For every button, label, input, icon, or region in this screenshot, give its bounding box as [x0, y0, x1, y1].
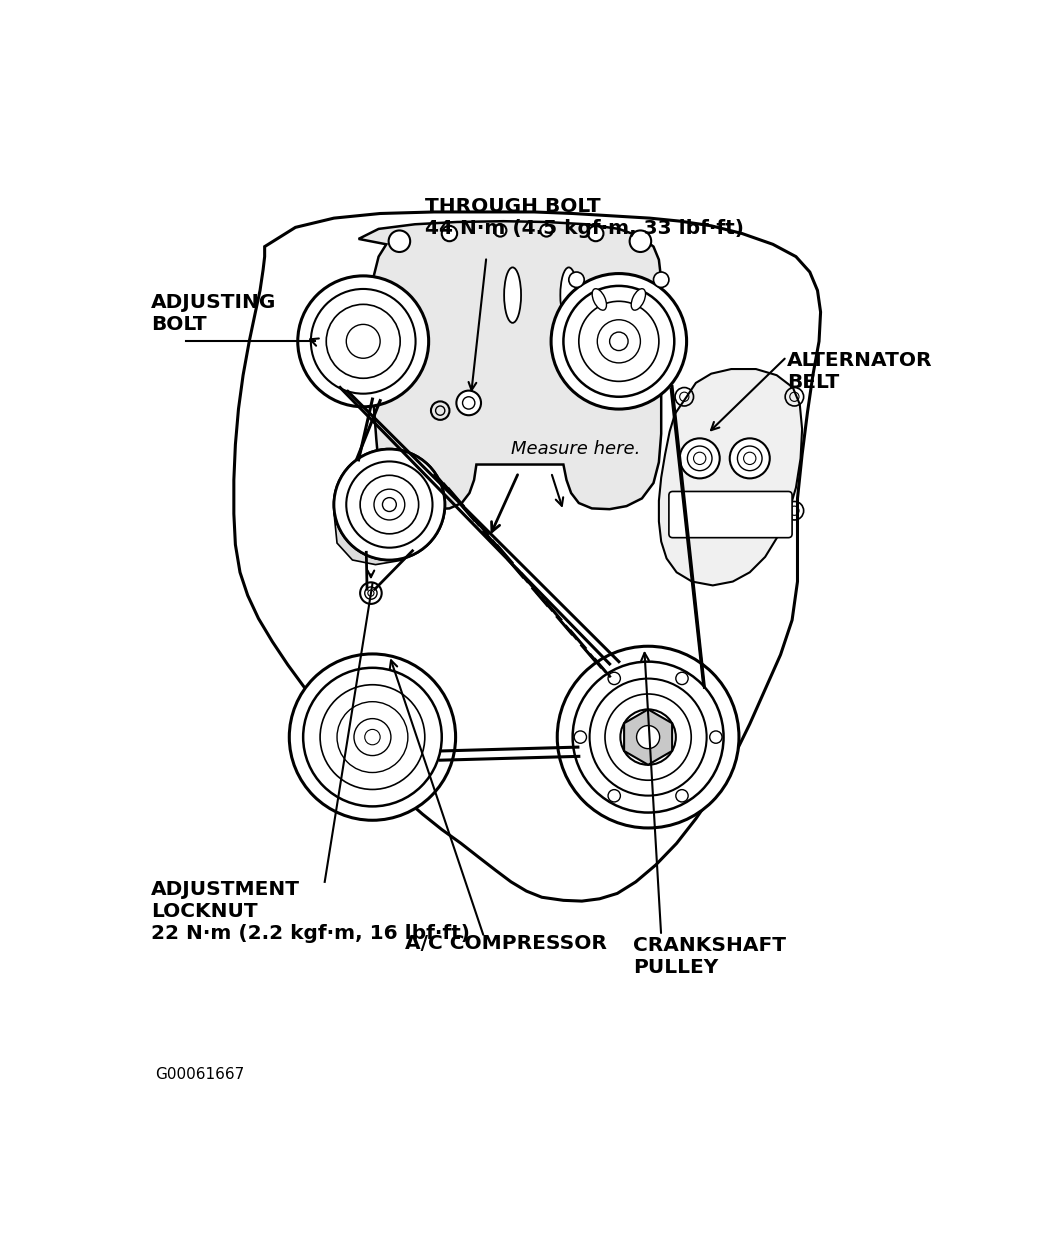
Text: ALTERNATOR
BELT: ALTERNATOR BELT	[787, 351, 933, 391]
FancyBboxPatch shape	[669, 491, 792, 538]
Circle shape	[334, 449, 445, 560]
Ellipse shape	[505, 267, 521, 323]
Text: ADJUSTING
BOLT: ADJUSTING BOLT	[151, 293, 276, 333]
Text: ADJUSTMENT
LOCKNUT
22 N·m (2.2 kgf·m, 16 lbf·ft): ADJUSTMENT LOCKNUT 22 N·m (2.2 kgf·m, 16…	[151, 881, 470, 944]
Circle shape	[551, 273, 687, 408]
Ellipse shape	[593, 288, 606, 311]
Circle shape	[388, 231, 410, 252]
Text: A/C COMPRESSOR: A/C COMPRESSOR	[405, 933, 606, 954]
Circle shape	[298, 276, 429, 407]
Circle shape	[676, 673, 688, 684]
Circle shape	[680, 439, 720, 479]
Text: Measure here.: Measure here.	[511, 440, 641, 459]
Polygon shape	[624, 709, 672, 764]
Circle shape	[494, 224, 507, 237]
Circle shape	[654, 272, 669, 287]
Polygon shape	[234, 212, 820, 901]
Text: G00061667: G00061667	[155, 1068, 244, 1083]
Text: THROUGH BOLT
44 N·m (4.5 kgf·m, 33 lbf·ft): THROUGH BOLT 44 N·m (4.5 kgf·m, 33 lbf·f…	[425, 197, 744, 238]
Circle shape	[557, 647, 738, 828]
Circle shape	[730, 439, 770, 479]
Circle shape	[334, 449, 445, 560]
Circle shape	[442, 226, 457, 242]
Circle shape	[710, 730, 722, 743]
Circle shape	[637, 725, 660, 748]
Circle shape	[588, 226, 603, 242]
Polygon shape	[659, 370, 802, 585]
Circle shape	[574, 730, 586, 743]
Circle shape	[676, 789, 688, 802]
Circle shape	[540, 224, 553, 237]
Circle shape	[290, 654, 455, 821]
Circle shape	[608, 789, 620, 802]
Polygon shape	[359, 222, 661, 509]
Circle shape	[608, 673, 620, 684]
Polygon shape	[334, 465, 429, 565]
Ellipse shape	[560, 267, 577, 323]
Ellipse shape	[631, 288, 645, 311]
Circle shape	[629, 231, 651, 252]
Circle shape	[569, 272, 584, 287]
Circle shape	[456, 391, 481, 415]
Text: CRANKSHAFT
PULLEY: CRANKSHAFT PULLEY	[633, 936, 786, 977]
